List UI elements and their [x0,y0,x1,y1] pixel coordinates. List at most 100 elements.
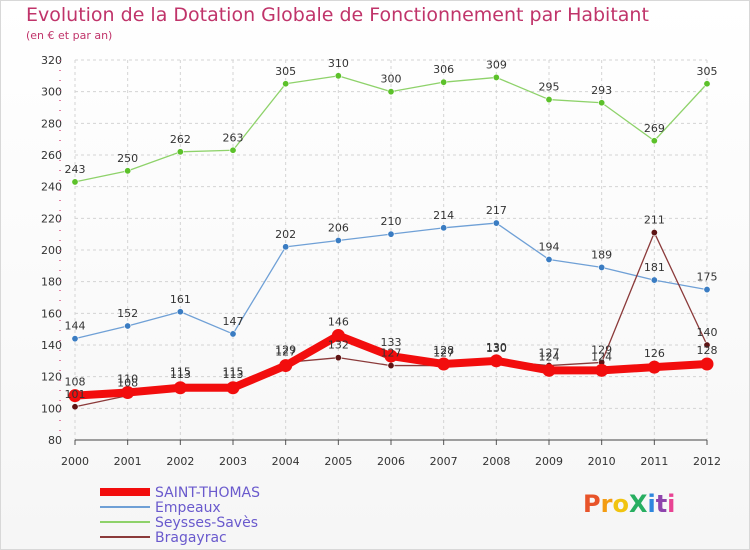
data-point [542,363,556,377]
data-point [331,329,345,342]
x-tick-label: 2008 [482,455,510,468]
legend-label: Bragayrac [155,530,227,546]
data-label: 181 [644,261,665,274]
data-point [387,230,395,238]
proxiti-logo: ProXiti [583,490,675,518]
data-point [124,167,132,175]
data-point [650,229,658,237]
data-label: 210 [381,215,402,228]
x-tick-label: 2012 [693,455,721,468]
data-label: 127 [275,346,296,359]
data-point [226,381,240,395]
logo-letter: X [628,490,648,518]
x-tick-label: 2004 [272,455,300,468]
data-label: 101 [65,388,86,401]
data-label: 129 [275,343,296,356]
chart-axes: 80 100 120 140 160 180 200 220 240 260 280 300 320 20… [41,54,721,468]
data-point [650,137,658,145]
data-point [334,354,342,362]
data-point [598,99,606,107]
y-tick-label: 220 [41,212,62,225]
data-point [229,330,237,338]
legend-label: Seysses-Savès [155,515,258,531]
logo-letter: o [612,490,629,518]
data-label: 132 [328,339,349,352]
data-label: 127 [539,347,560,360]
data-label: 108 [65,376,86,389]
data-label: 115 [170,366,191,379]
logo-letter: P [583,490,601,518]
data-point [124,322,132,330]
data-label: 295 [539,81,560,94]
data-label: 127 [381,347,402,360]
x-tick-label: 2009 [535,455,563,468]
data-label: 269 [644,122,665,135]
data-point [279,359,293,373]
x-tick-label: 2001 [114,455,142,468]
data-point [703,286,711,294]
data-point [437,357,451,371]
data-label: 127 [433,347,454,360]
legend-label: SAINT-THOMAS [155,485,260,501]
data-point [173,381,187,395]
data-label: 161 [170,293,191,306]
data-label: 293 [591,84,612,97]
data-point [545,96,553,104]
chart-subtitle: (en € et par an) [26,29,113,42]
x-tick-label: 2006 [377,455,405,468]
data-point [282,243,290,251]
data-label: 306 [433,63,454,76]
x-tick-label: 2011 [640,455,668,468]
data-point [121,386,135,399]
y-tick-label: 80 [48,434,62,447]
data-point [703,341,711,349]
data-label: 211 [644,214,665,227]
chart-title: Evolution de la Dotation Globale de Fonc… [26,4,649,26]
y-tick-label: 120 [41,371,62,384]
y-tick-label: 180 [41,276,62,289]
y-tick-label: 160 [41,307,62,320]
data-point [68,389,82,403]
data-point [647,360,661,374]
data-label: 202 [275,228,296,241]
data-label: 144 [65,320,86,333]
data-label: 152 [117,307,138,320]
data-point [700,357,714,371]
data-label: 108 [117,377,138,390]
data-label: 130 [486,341,507,354]
y-tick-label: 240 [41,181,62,194]
data-point [387,362,395,370]
data-label: 128 [697,344,718,357]
data-label: 128 [433,344,454,357]
data-label: 113 [223,368,244,381]
chart-data-labels: 243 250 262 263 305 310 300 306 309 295 293 269 305 1… [65,57,718,401]
data-point [71,403,79,411]
data-point [387,88,395,96]
data-point [334,237,342,245]
data-label: 140 [697,326,718,339]
data-label: 194 [539,241,560,254]
data-point [282,80,290,88]
data-label: 124 [539,350,560,363]
data-point [71,178,79,186]
data-label: 214 [433,209,454,222]
data-label: 130 [486,342,507,355]
data-label: 189 [591,248,612,261]
y-tick-label: 140 [41,339,62,352]
data-point [176,308,184,316]
y-tick-label: 300 [41,86,62,99]
data-point [334,72,342,80]
logo-letter: i [647,490,656,518]
data-point [598,263,606,271]
x-tick-label: 2007 [430,455,458,468]
data-label: 250 [117,152,138,165]
data-label: 129 [591,343,612,356]
logo-letter: r [600,490,613,518]
data-label: 113 [170,368,191,381]
data-label: 217 [486,204,507,217]
data-label: 310 [328,57,349,70]
data-label: 126 [644,347,665,360]
data-point [440,78,448,86]
y-tick-label: 320 [41,54,62,67]
